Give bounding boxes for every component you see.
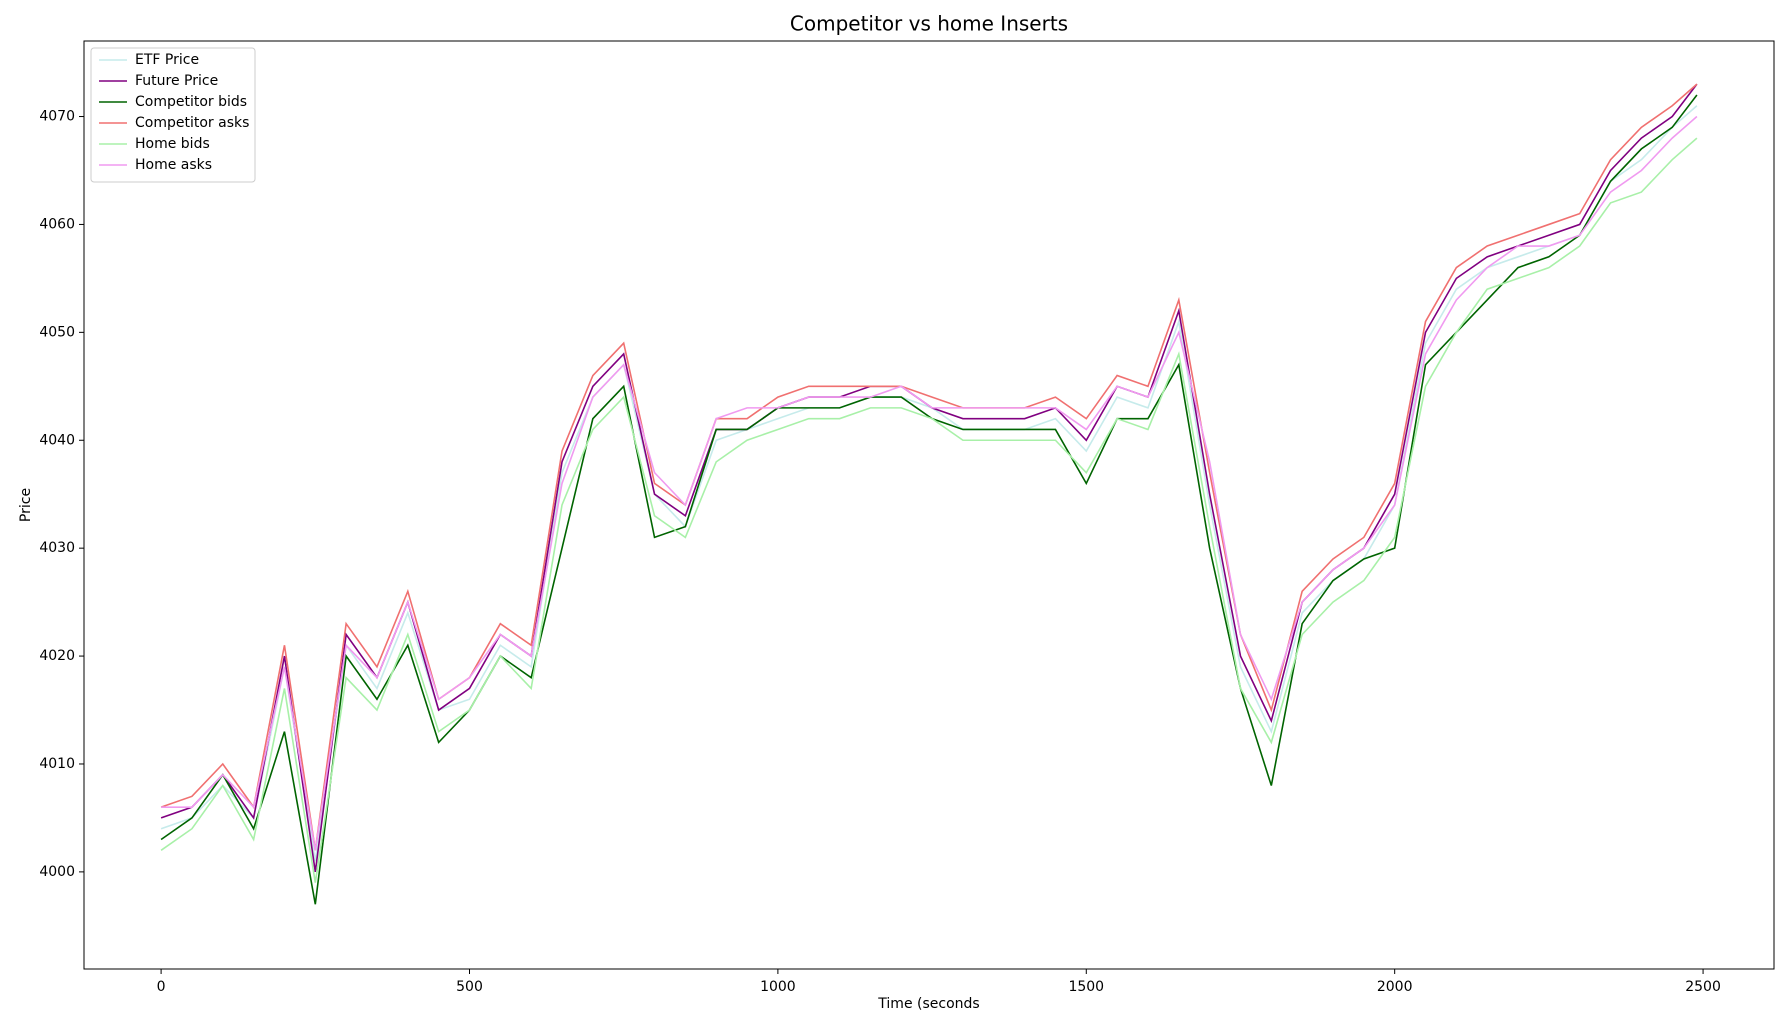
x-axis-label: Time (seconds — [877, 996, 979, 1012]
legend-box — [90, 47, 256, 183]
legend-label: Competitor asks — [135, 115, 249, 131]
y-axis-label: Price — [18, 488, 34, 522]
chart-title: Competitor vs home Inserts — [790, 12, 1068, 36]
y-tick-label: 4000 — [39, 864, 75, 880]
legend-label: Competitor bids — [135, 94, 247, 110]
x-tick-label: 2000 — [1377, 979, 1413, 995]
y-tick-label: 4050 — [39, 324, 75, 340]
y-tick-label: 4070 — [39, 109, 75, 125]
legend-label: ETF Price — [135, 52, 199, 68]
x-tick-label: 500 — [456, 979, 483, 995]
series-line — [161, 115, 1698, 851]
series-line — [160, 105, 1698, 862]
x-tick-label: 1500 — [1068, 979, 1104, 995]
series-line — [160, 83, 1698, 851]
plot-frame — [83, 40, 1775, 970]
y-tick-label: 4030 — [39, 540, 75, 556]
y-tick-label: 4040 — [39, 432, 75, 448]
series-line — [160, 94, 1698, 905]
y-tick-label: 4060 — [39, 216, 75, 232]
x-tick-label: 2500 — [1685, 979, 1721, 995]
legend-label: Home bids — [135, 136, 210, 152]
series-line — [160, 137, 1698, 883]
x-tick-label: 0 — [157, 979, 166, 995]
series-line — [160, 83, 1698, 872]
x-tick-label: 1000 — [760, 979, 796, 995]
y-tick-label: 4010 — [39, 756, 75, 772]
y-tick-label: 4020 — [39, 648, 75, 664]
legend-label: Future Price — [135, 73, 218, 89]
legend-label: Home asks — [135, 157, 212, 173]
